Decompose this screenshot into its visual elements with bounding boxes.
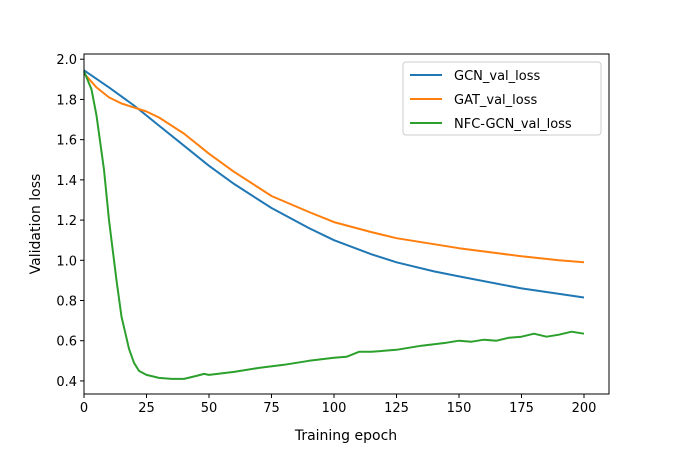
x-tick-label: 100 bbox=[322, 401, 347, 416]
y-tick-label: 2.0 bbox=[56, 53, 77, 68]
legend-entry: GAT_val_loss bbox=[454, 93, 538, 108]
x-tick-label: 50 bbox=[201, 401, 218, 416]
series-line-gcn-val-loss bbox=[83, 69, 585, 299]
series-line-nfc-gcn-val-loss bbox=[83, 70, 585, 380]
y-tick-label: 1.0 bbox=[56, 254, 77, 269]
y-axis: 0.4 0.6 0.8 1.0 1.2 1.4 1.6 1.8 2.0 bbox=[56, 53, 84, 390]
x-tick-label: 0 bbox=[80, 401, 88, 416]
x-axis-label: Training epoch bbox=[294, 428, 397, 444]
y-tick-label: 0.4 bbox=[56, 375, 77, 390]
x-tick-label: 150 bbox=[447, 401, 472, 416]
legend-entry: GCN_val_loss bbox=[454, 69, 540, 84]
x-tick-label: 125 bbox=[384, 401, 409, 416]
x-tick-label: 175 bbox=[509, 401, 534, 416]
x-axis: 0 25 50 75 100 125 150 175 200 bbox=[80, 394, 597, 416]
x-tick-label: 25 bbox=[138, 401, 155, 416]
legend-box bbox=[402, 61, 602, 136]
y-tick-label: 1.8 bbox=[56, 93, 77, 108]
y-tick-label: 1.4 bbox=[56, 174, 77, 189]
series-line-gat-val-loss bbox=[83, 72, 585, 264]
plot-area bbox=[83, 69, 585, 380]
y-tick-label: 0.8 bbox=[56, 295, 77, 310]
y-axis-label: Validation loss bbox=[28, 174, 44, 275]
y-tick-label: 1.6 bbox=[56, 134, 77, 149]
axes-frame bbox=[83, 53, 610, 395]
y-tick-label: 1.2 bbox=[56, 214, 77, 229]
y-tick-label: 0.6 bbox=[56, 335, 77, 350]
legend: GCN_val_loss GAT_val_loss NFC-GCN_val_loss bbox=[402, 61, 602, 136]
x-tick-label: 200 bbox=[572, 401, 597, 416]
legend-entry: NFC-GCN_val_loss bbox=[454, 117, 572, 132]
x-tick-label: 75 bbox=[263, 401, 280, 416]
